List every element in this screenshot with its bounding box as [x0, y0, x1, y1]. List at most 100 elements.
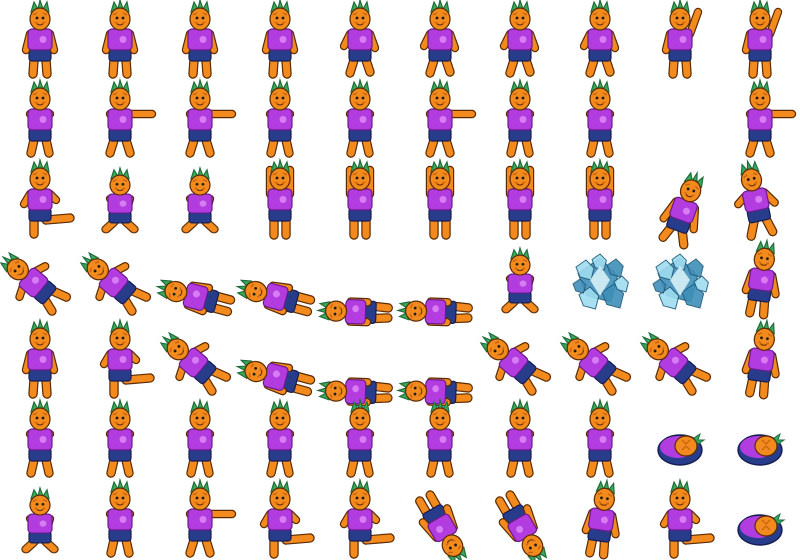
sprite-frame-guard	[480, 77, 560, 160]
character-sprite	[505, 77, 535, 158]
sprite-frame-crouch	[80, 160, 160, 240]
sprite-frame-roll	[720, 400, 800, 480]
sprite-frame-flip	[480, 480, 560, 560]
character-sprite	[585, 397, 615, 478]
character-sprite	[339, 0, 380, 78]
sprite-frame-fall	[639, 320, 720, 400]
character-sprite	[25, 77, 55, 158]
sprite-frame-crouch	[160, 160, 240, 240]
character-sprite	[235, 359, 316, 397]
character-sprite	[265, 157, 295, 240]
sprite-frame-walk	[320, 0, 400, 80]
sprite-frame-stand	[160, 0, 240, 80]
sprite-frame-flat	[395, 320, 480, 407]
sprite-frame-walk	[560, 0, 640, 80]
sprite-frame-punch	[160, 477, 240, 560]
character-sprite	[639, 331, 712, 396]
sprite-frame-fall	[79, 240, 160, 320]
sprite-frame-kick	[0, 157, 80, 240]
character-sprite	[21, 485, 59, 554]
sprite-frame-roll	[720, 480, 800, 560]
character-sprite	[479, 331, 552, 396]
character-sprite	[658, 170, 704, 250]
character-sprite	[345, 77, 375, 158]
character-sprite	[261, 0, 299, 79]
character-sprite	[315, 297, 393, 327]
sprite-frame-stand	[80, 0, 160, 80]
sprite-frame-arms-up	[400, 157, 480, 240]
sprite-frame-guard	[0, 397, 80, 480]
character-sprite	[159, 331, 232, 396]
character-sprite	[0, 251, 72, 316]
sprite-frame-guard	[560, 397, 640, 480]
sprite-frame-wave	[720, 0, 800, 80]
character-sprite	[21, 317, 59, 399]
sprite-frame-lying	[235, 320, 320, 400]
sprite-frame-walk	[400, 0, 480, 80]
character-sprite	[105, 477, 135, 558]
sprite-frame-stand	[240, 0, 320, 80]
sprite-frame-guard	[80, 397, 160, 480]
character-sprite	[105, 397, 135, 478]
character-sprite	[99, 317, 155, 399]
character-sprite	[495, 490, 548, 560]
sprite-frame-flat	[395, 240, 480, 327]
character-sprite	[657, 432, 706, 466]
character-sprite	[101, 165, 139, 234]
sprite-frame-punch	[400, 77, 480, 160]
character-sprite	[185, 77, 237, 158]
character-sprite	[579, 0, 620, 78]
character-sprite	[741, 318, 780, 400]
character-sprite	[559, 331, 632, 396]
character-sprite	[235, 279, 316, 317]
character-sprite	[101, 0, 139, 79]
character-sprite	[425, 77, 477, 158]
character-sprite	[19, 157, 75, 239]
sprite-frame-punch	[720, 77, 800, 160]
sprite-frame-fall	[559, 320, 640, 400]
character-sprite	[505, 157, 535, 240]
sprite-frame-low	[640, 160, 720, 250]
character-sprite	[185, 477, 237, 558]
sprite-frame-guard	[400, 397, 480, 480]
character-sprite	[499, 0, 540, 78]
character-sprite	[581, 478, 620, 560]
sprite-frame-fall	[159, 320, 240, 400]
character-sprite	[345, 157, 375, 240]
character-sprite	[661, 0, 703, 79]
sprite-frame-roll	[640, 400, 720, 480]
ice-burst-icon	[572, 253, 629, 310]
sprite-frame-guard	[160, 397, 240, 480]
sprite-frame-arms-up	[480, 157, 560, 240]
character-sprite	[185, 397, 215, 478]
sprite-frame-kick	[80, 317, 160, 400]
sprite-frame-arms-up	[320, 157, 400, 240]
sprite-frame-lean	[720, 159, 800, 241]
sprite-frame-flat	[315, 320, 400, 407]
character-sprite	[105, 77, 157, 158]
sprite-frame-guard	[320, 397, 400, 480]
sprite-frame-guard	[480, 397, 560, 480]
character-sprite	[155, 279, 236, 317]
sprite-frame-arms-up	[240, 157, 320, 240]
sprite-frame-kick	[640, 477, 720, 560]
character-sprite	[585, 77, 615, 158]
character-sprite	[741, 0, 783, 79]
sprite-frame-kick	[320, 477, 400, 560]
sprite-frame-lying	[235, 240, 320, 320]
character-sprite	[737, 432, 786, 466]
sprite-frame-guard	[80, 477, 160, 560]
character-sprite	[501, 245, 539, 314]
sprite-frame-punch	[160, 77, 240, 160]
sprite-frame-crouch	[480, 240, 560, 320]
character-sprite	[181, 0, 219, 79]
sprite-frame-guard	[320, 77, 400, 160]
sprite-frame-back	[720, 318, 800, 400]
sprite-frame-ice	[560, 240, 640, 320]
character-sprite	[181, 165, 219, 234]
sprite-frame-fall	[0, 240, 80, 320]
character-sprite	[259, 477, 315, 559]
character-sprite	[25, 397, 55, 478]
character-sprite	[585, 157, 615, 240]
